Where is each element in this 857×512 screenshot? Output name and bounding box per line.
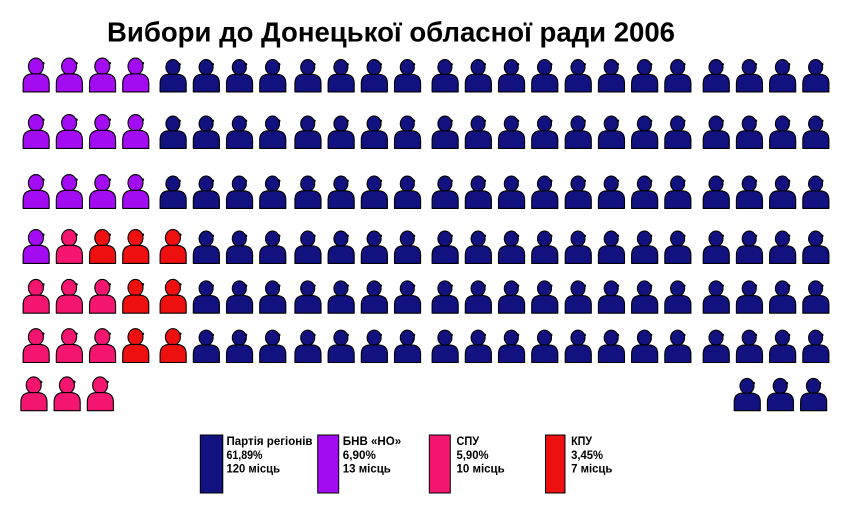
svg-text:Вибори до Донецької обласної р: Вибори до Донецької обласної ради 2006: [107, 17, 675, 48]
svg-text:БНВ «НО»6,90%13 місць: БНВ «НО» 6,90% 13 місць: [343, 436, 401, 476]
